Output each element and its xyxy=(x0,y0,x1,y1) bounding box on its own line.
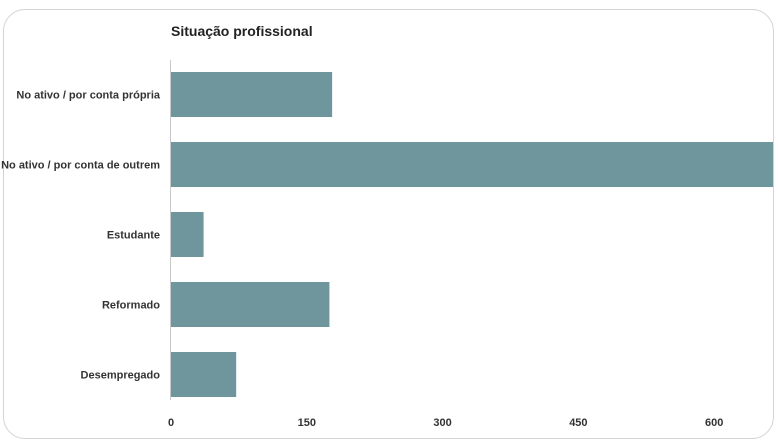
x-tick-label: 150 xyxy=(298,417,316,429)
x-tick-label: 0 xyxy=(168,417,174,429)
chart-card xyxy=(3,9,774,439)
bar xyxy=(171,212,204,257)
chart-title: Situação profissional xyxy=(171,23,313,39)
x-tick-label: 450 xyxy=(569,417,587,429)
bar xyxy=(171,282,330,327)
category-label: No ativo / por conta de outrem xyxy=(1,160,160,172)
category-label: Desempregado xyxy=(81,370,161,382)
x-tick-label: 300 xyxy=(433,417,451,429)
bar xyxy=(171,352,237,397)
category-label: No ativo / por conta própria xyxy=(16,90,161,102)
bar xyxy=(171,142,773,187)
bar xyxy=(171,72,333,117)
category-label: Estudante xyxy=(107,230,160,242)
category-label: Reformado xyxy=(102,300,160,312)
x-tick-label: 600 xyxy=(705,417,723,429)
